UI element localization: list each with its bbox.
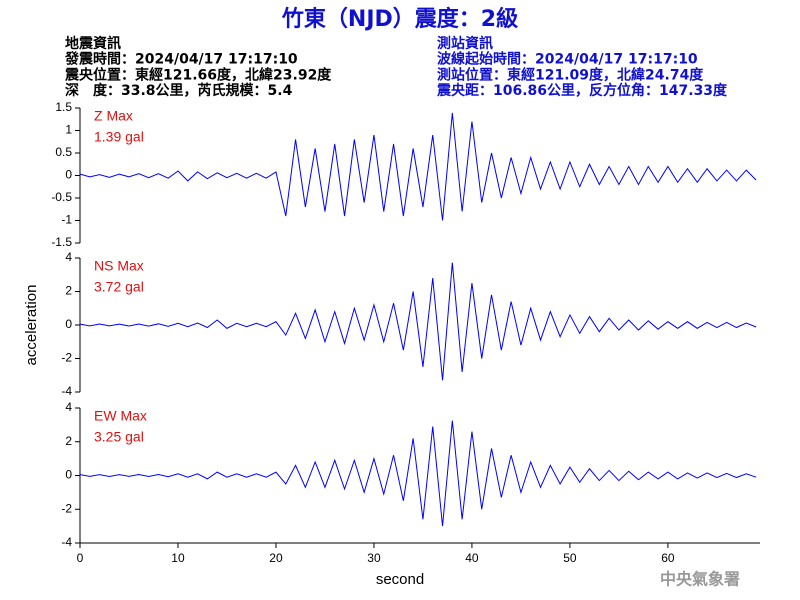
station-info-line: 波線起始時間：2024/04/17 17:17:10 xyxy=(437,51,698,68)
x-axis-label: second xyxy=(376,571,424,588)
y-tick-label: -2 xyxy=(61,501,72,515)
max-annotation: NS Max xyxy=(94,258,144,274)
y-tick-label: -1.5 xyxy=(51,235,72,249)
y-tick-label: 0 xyxy=(65,168,72,182)
x-tick-label: 60 xyxy=(661,551,675,565)
title: 竹東（NJD）震度：2級 xyxy=(281,6,518,32)
y-tick-label: -2 xyxy=(61,351,72,365)
x-tick-label: 20 xyxy=(269,551,283,565)
event-info-line: 地震資訊 xyxy=(65,35,121,52)
event-info-line: 震央位置：東經121.66度，北緯23.92度 xyxy=(64,66,332,83)
station-info-line: 測站資訊 xyxy=(437,35,493,52)
waveform xyxy=(79,262,757,381)
max-annotation: 3.25 gal xyxy=(94,429,144,445)
y-tick-label: -4 xyxy=(61,384,72,398)
x-tick-label: 50 xyxy=(563,551,577,565)
event-info-line: 發震時間：2024/04/17 17:17:10 xyxy=(64,51,298,68)
y-tick-label: 0.5 xyxy=(55,145,72,159)
x-tick-label: 0 xyxy=(77,551,84,565)
waveform xyxy=(79,420,757,527)
y-tick-label: 1 xyxy=(65,123,72,137)
y-tick-label: -0.5 xyxy=(51,190,72,204)
y-tick-label: 4 xyxy=(65,400,72,414)
watermark: 中央氣象署 xyxy=(660,570,740,589)
x-tick-label: 40 xyxy=(465,551,479,565)
y-tick-label: -4 xyxy=(61,535,72,549)
x-tick-label: 30 xyxy=(367,551,381,565)
y-tick-label: 2 xyxy=(65,284,72,298)
y-tick-label: 4 xyxy=(65,250,72,264)
x-tick-label: 10 xyxy=(171,551,185,565)
y-tick-label: -1 xyxy=(61,213,72,227)
event-info-line: 深 度：33.8公里，芮氏規模：5.4 xyxy=(65,82,293,99)
y-tick-label: 2 xyxy=(65,434,72,448)
station-info-line: 震央距：106.86公里，反方位角：147.33度 xyxy=(436,82,728,99)
max-annotation: Z Max xyxy=(94,108,133,124)
y-tick-label: 0 xyxy=(65,317,72,331)
y-tick-label: 1.5 xyxy=(55,100,72,114)
y-axis-label: acceleration xyxy=(23,285,40,366)
max-annotation: 3.72 gal xyxy=(94,279,144,295)
max-annotation: 1.39 gal xyxy=(94,129,144,145)
max-annotation: EW Max xyxy=(94,408,147,424)
waveform xyxy=(79,112,757,221)
station-info-line: 測站位置：東經121.09度，北緯24.74度 xyxy=(437,66,704,83)
y-tick-label: 0 xyxy=(65,468,72,482)
